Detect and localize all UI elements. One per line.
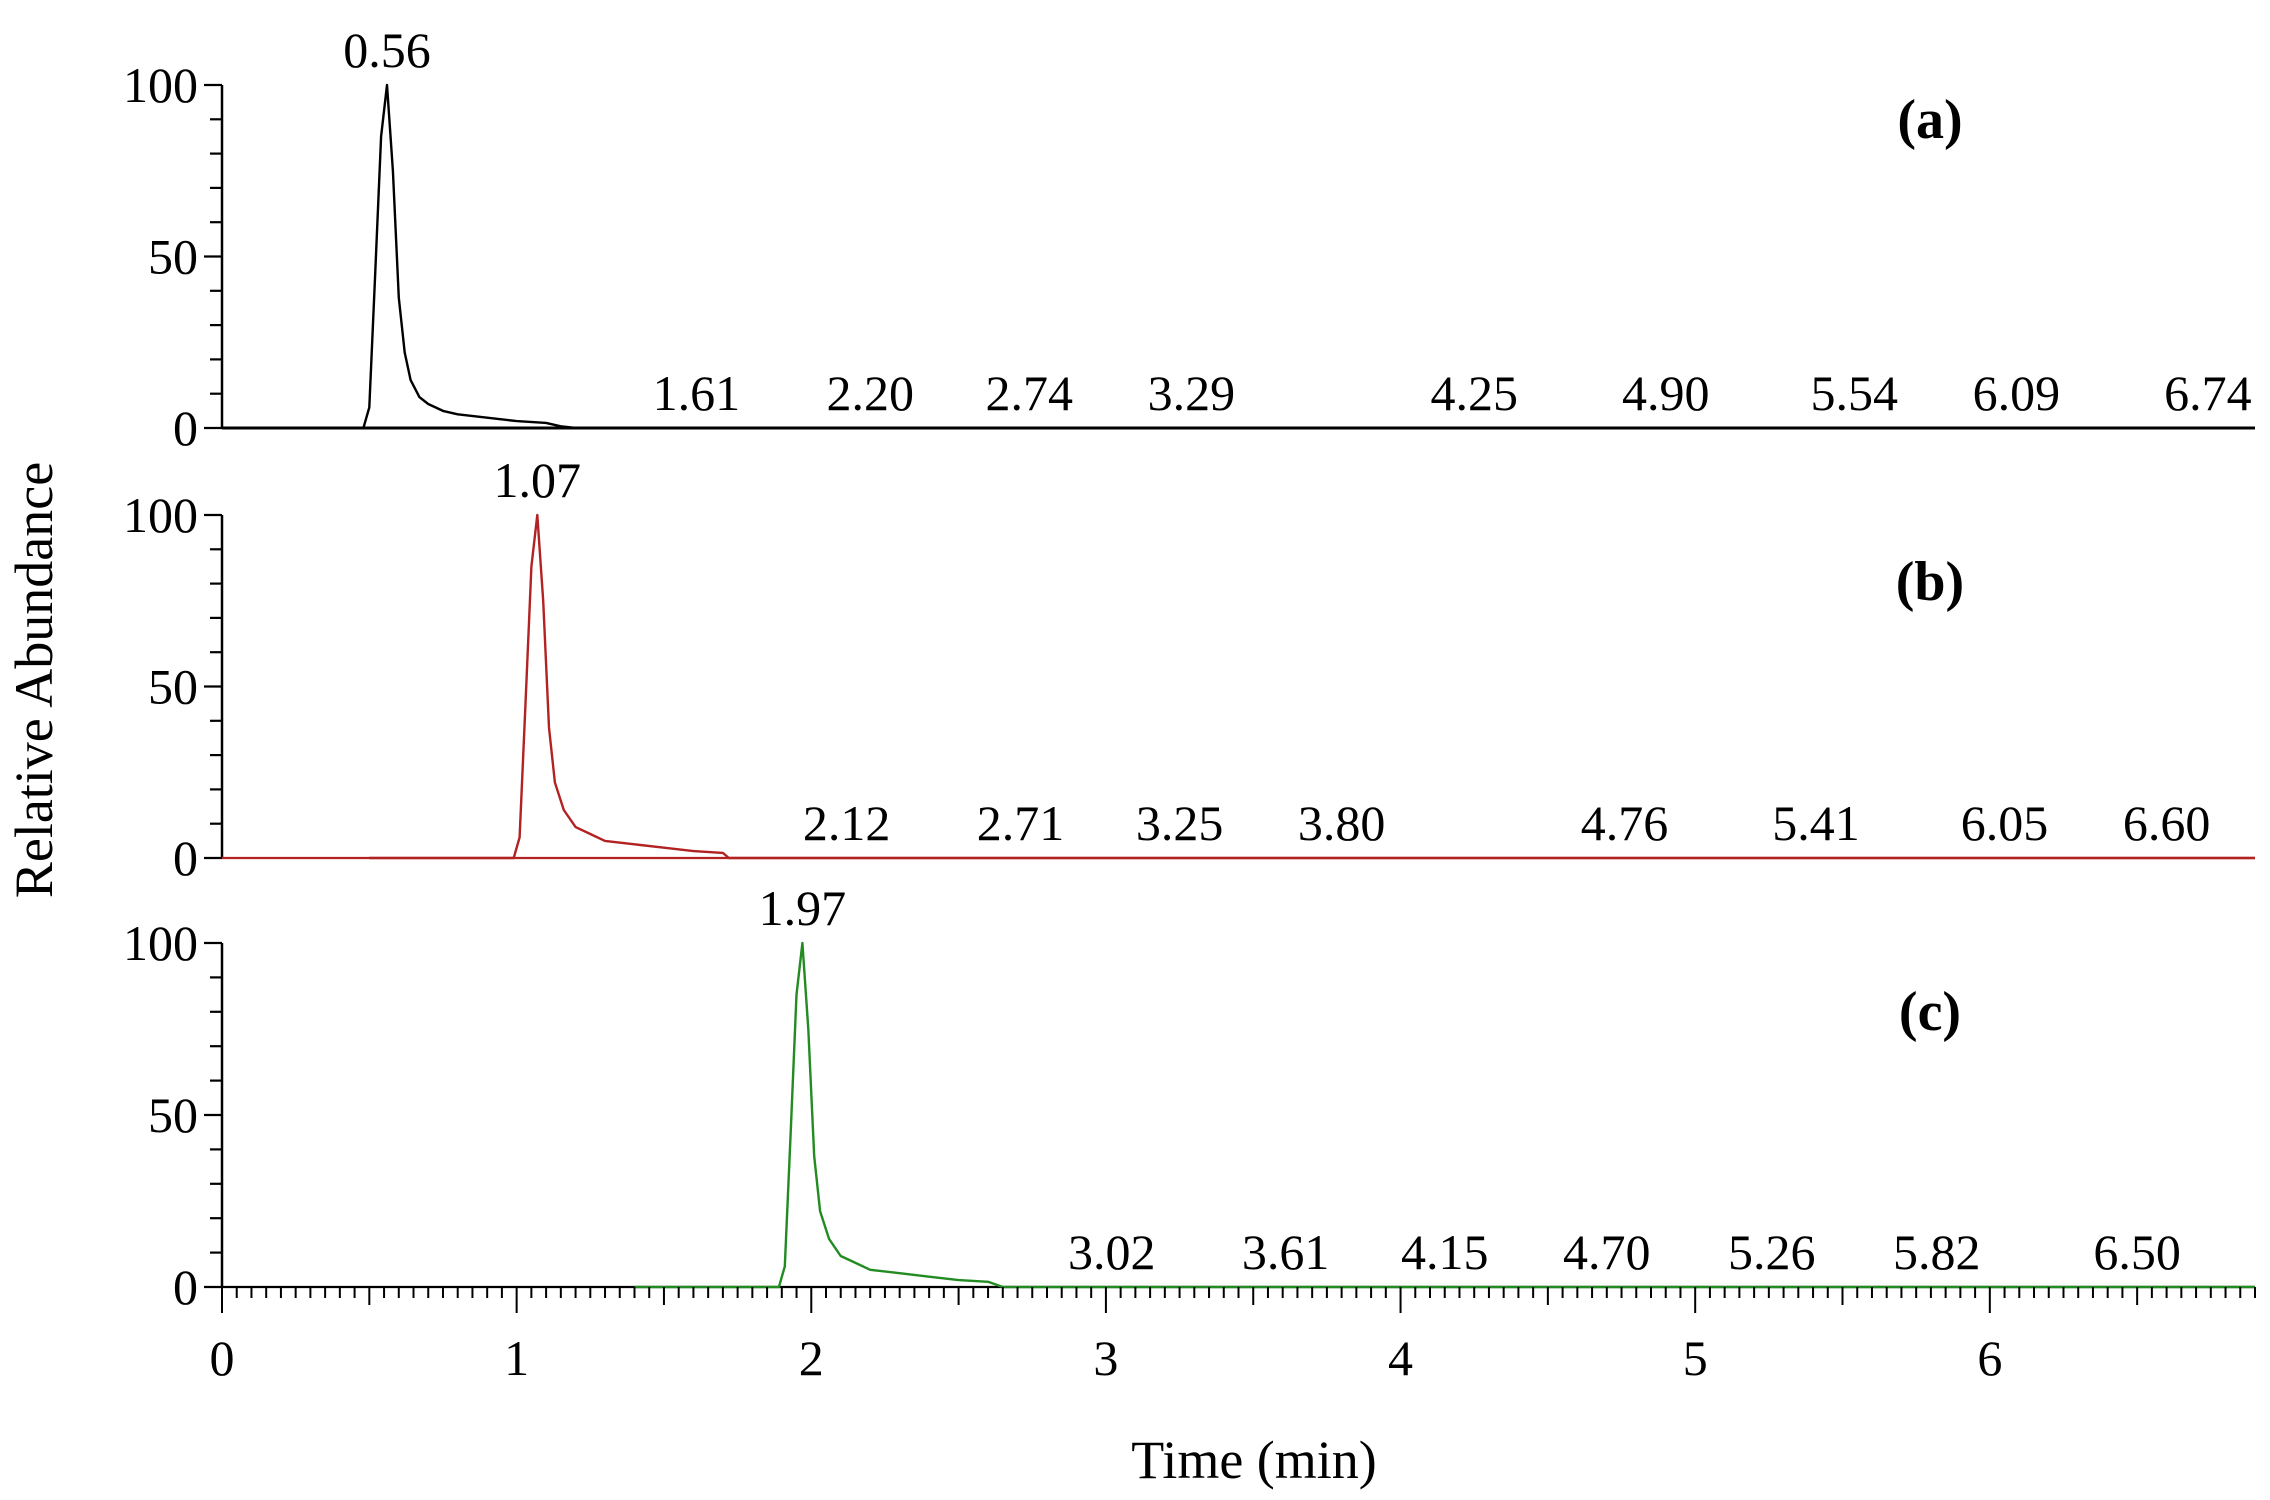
peak-label: 2.74 bbox=[986, 365, 1074, 421]
peak-label: 4.70 bbox=[1563, 1224, 1651, 1280]
peak-label: 4.90 bbox=[1622, 365, 1710, 421]
x-tick-label: 6 bbox=[1977, 1330, 2002, 1386]
peak-label: 3.61 bbox=[1242, 1224, 1330, 1280]
y-tick-label: 50 bbox=[148, 1087, 198, 1143]
y-tick-label: 50 bbox=[148, 659, 198, 715]
x-axis-title: Time (min) bbox=[1131, 1430, 1377, 1490]
peak-label: 1.61 bbox=[653, 365, 741, 421]
peak-label: 4.76 bbox=[1581, 795, 1669, 851]
chromatogram-trace bbox=[222, 83, 2255, 430]
x-tick-label: 3 bbox=[1093, 1330, 1118, 1386]
chromatogram-trace bbox=[369, 513, 2255, 860]
peak-label: 4.15 bbox=[1401, 1224, 1489, 1280]
peak-label: 2.12 bbox=[803, 795, 891, 851]
peak-label: 6.50 bbox=[2093, 1224, 2181, 1280]
x-tick-label: 5 bbox=[1683, 1330, 1708, 1386]
peak-label: 3.02 bbox=[1068, 1224, 1156, 1280]
peak-label: 6.05 bbox=[1961, 795, 2049, 851]
peak-label: 5.26 bbox=[1728, 1224, 1816, 1280]
x-axis: 0 1 2 3 4 5 6 bbox=[210, 1287, 2256, 1386]
peak-label: 6.60 bbox=[2123, 795, 2211, 851]
panel-c: 0 50 100 1.97 3.02 3.61 4.15 4.70 5.26 5.82 6.50 (c… bbox=[123, 880, 2255, 1315]
y-tick-label: 50 bbox=[148, 229, 198, 285]
x-tick-label: 4 bbox=[1388, 1330, 1413, 1386]
chromatogram-trace bbox=[634, 941, 2255, 1289]
panel-tag: (b) bbox=[1896, 551, 1964, 613]
peak-label: 5.82 bbox=[1893, 1224, 1981, 1280]
x-tick-label: 1 bbox=[504, 1330, 529, 1386]
peak-label: 6.74 bbox=[2164, 365, 2252, 421]
panel-tag: (c) bbox=[1899, 981, 1961, 1043]
peak-label: 2.71 bbox=[977, 795, 1065, 851]
peak-label: 0.56 bbox=[343, 22, 431, 78]
x-tick-label: 0 bbox=[210, 1330, 235, 1386]
y-tick-label: 0 bbox=[173, 830, 198, 886]
y-tick-label: 100 bbox=[123, 915, 198, 971]
peak-label: 5.54 bbox=[1811, 365, 1899, 421]
peak-label: 1.07 bbox=[494, 452, 582, 508]
y-axis-title: Relative Abundance bbox=[4, 462, 64, 898]
peak-label: 4.25 bbox=[1430, 365, 1518, 421]
peak-label: 2.20 bbox=[826, 365, 914, 421]
panel-tag: (a) bbox=[1897, 89, 1962, 151]
x-tick-label: 2 bbox=[799, 1330, 824, 1386]
y-tick-label: 100 bbox=[123, 57, 198, 113]
peak-label: 5.41 bbox=[1772, 795, 1860, 851]
y-tick-label: 0 bbox=[173, 400, 198, 456]
peak-label: 6.09 bbox=[1973, 365, 2061, 421]
peak-label: 3.29 bbox=[1148, 365, 1236, 421]
y-tick-label: 0 bbox=[173, 1259, 198, 1315]
peak-label: 3.80 bbox=[1298, 795, 1386, 851]
panel-b: 0 50 100 1.07 2.12 2.71 3.25 3.80 4.76 5.41 6.05 6.… bbox=[123, 452, 2255, 886]
panel-a: 0 50 100 0.56 1.61 2.20 2.74 3.29 4.25 4.90 5.54 6.… bbox=[123, 22, 2255, 456]
y-tick-label: 100 bbox=[123, 487, 198, 543]
peak-label: 3.25 bbox=[1136, 795, 1224, 851]
peak-label: 1.97 bbox=[759, 880, 847, 936]
